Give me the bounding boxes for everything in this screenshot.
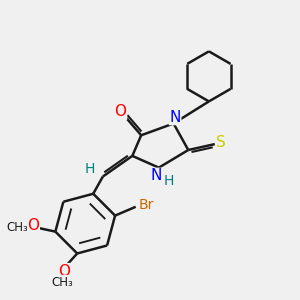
Text: S: S: [216, 135, 226, 150]
Text: CH₃: CH₃: [6, 221, 28, 234]
Text: O: O: [58, 264, 70, 279]
Text: O: O: [27, 218, 39, 233]
Text: Br: Br: [138, 198, 154, 212]
Text: O: O: [115, 104, 127, 119]
Text: H: H: [164, 174, 174, 188]
Text: N: N: [169, 110, 181, 124]
Text: CH₃: CH₃: [52, 275, 74, 289]
Text: H: H: [85, 162, 95, 176]
Text: N: N: [150, 168, 162, 183]
